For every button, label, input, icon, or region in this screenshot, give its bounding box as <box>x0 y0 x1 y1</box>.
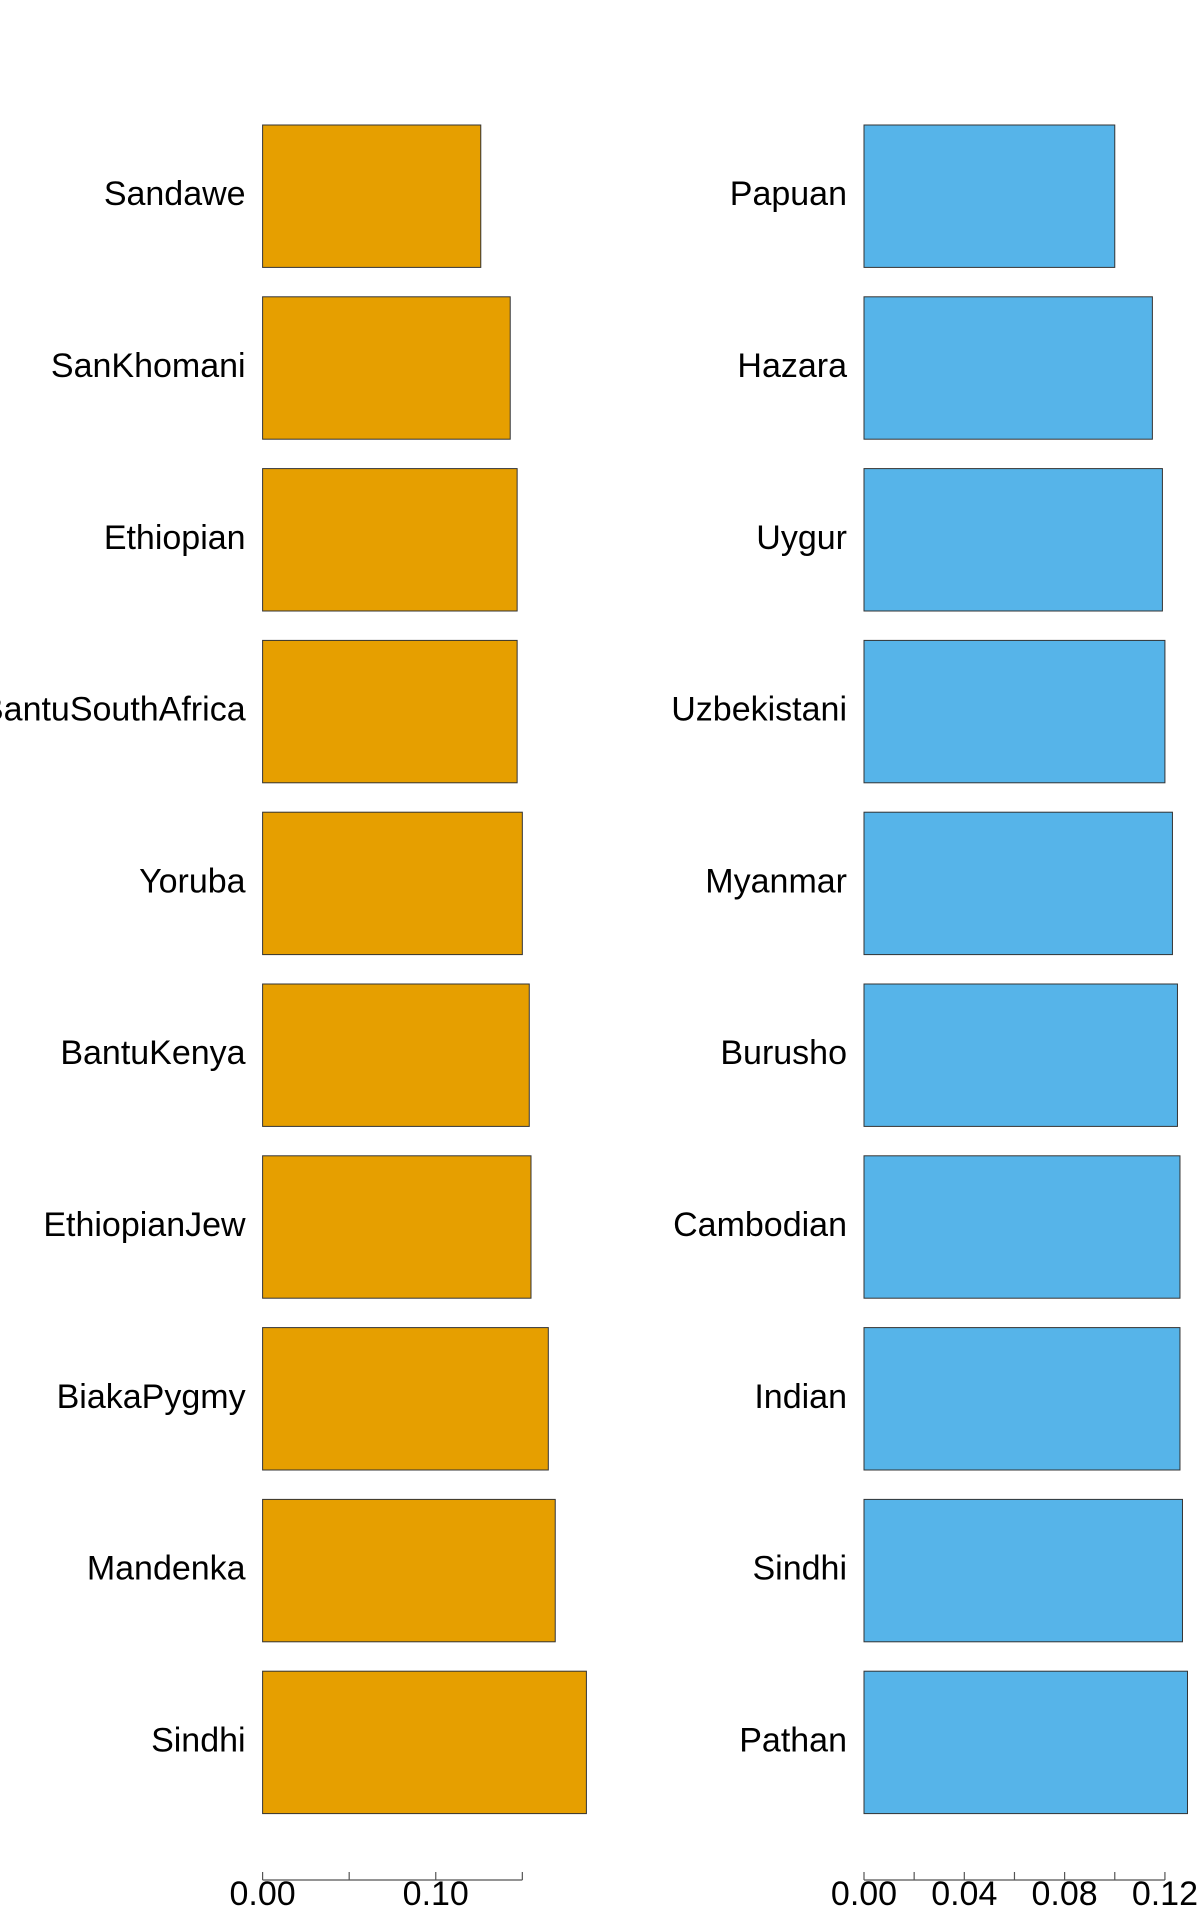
bar <box>262 1155 532 1299</box>
y-tick-label: Yoruba <box>139 862 246 900</box>
bar <box>863 468 1163 612</box>
bar <box>262 983 530 1127</box>
bar <box>262 1498 556 1643</box>
y-tick-label: Sindhi <box>752 1550 847 1588</box>
bar <box>262 1327 549 1471</box>
y-tick-label: EthiopianJew <box>43 1206 246 1244</box>
y-tick-label: Burusho <box>720 1034 847 1072</box>
bar <box>863 1670 1188 1815</box>
y-tick-label: Pathan <box>739 1721 847 1759</box>
x-tick-label: 0.00 <box>230 1875 296 1913</box>
y-tick-label: Sandawe <box>104 175 246 213</box>
bar <box>863 983 1178 1127</box>
bar <box>863 296 1153 440</box>
y-tick-label: Uzbekistani <box>671 691 847 729</box>
bar <box>262 639 518 784</box>
y-tick-label: Sindhi <box>151 1721 246 1759</box>
y-tick-label: Ethiopian <box>104 519 246 557</box>
bar <box>262 1670 587 1815</box>
y-tick-label: BantuSouthAfrica <box>0 691 246 729</box>
x-tick-label: 0.08 <box>1032 1875 1098 1913</box>
x-tick-label: 0.00 <box>831 1875 897 1913</box>
bar <box>863 811 1173 956</box>
y-tick-label: Mandenka <box>87 1550 246 1588</box>
y-tick-label: SanKhomani <box>51 347 246 385</box>
y-tick-label: Myanmar <box>705 862 847 900</box>
bar <box>262 124 482 268</box>
bar <box>262 811 523 956</box>
bar <box>262 296 511 440</box>
y-tick-label: BiakaPygmy <box>57 1378 246 1416</box>
y-tick-label: BantuKenya <box>60 1034 245 1072</box>
x-tick-label: 0.04 <box>931 1875 997 1913</box>
bar <box>863 1327 1181 1471</box>
bar <box>262 468 518 612</box>
y-tick-label: Hazara <box>737 347 847 385</box>
x-tick-label: 0.10 <box>403 1875 469 1913</box>
y-tick-label: Uygur <box>756 519 847 557</box>
bar <box>863 1155 1181 1299</box>
y-tick-label: Indian <box>754 1378 847 1416</box>
y-tick-label: Papuan <box>730 175 847 213</box>
bar <box>863 1498 1183 1643</box>
x-tick-label: 0.12 <box>1132 1875 1198 1913</box>
bar <box>863 124 1116 268</box>
y-tick-label: Cambodian <box>673 1206 847 1244</box>
bar <box>863 639 1166 784</box>
